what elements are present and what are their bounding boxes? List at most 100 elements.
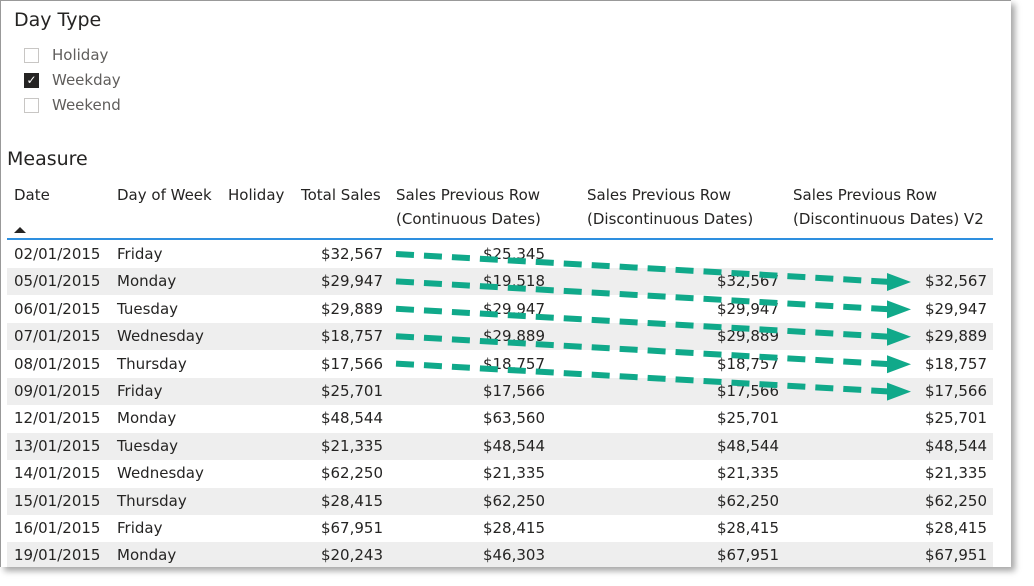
cell-date: 07/01/2015 [14,327,101,346]
arrowhead-icon [887,300,911,319]
cell-day-of-week: Wednesday [117,464,204,483]
table-row[interactable]: 13/01/2015 Tuesday $21,335 $48,544 $48,544 $4… [7,432,993,460]
cell-total-sales: $62,250 [320,464,383,483]
cell-sales-prev-discontinuous-v2: $18,757 [924,354,987,373]
cell-day-of-week: Thursday [117,354,187,373]
header-line-1: Sales Previous Row [587,186,732,204]
cell-day-of-week: Thursday [117,491,187,510]
checkbox-icon[interactable] [24,47,39,63]
table-row[interactable]: 16/01/2015 Friday $67,951 $28,415 $28,415 $28… [7,515,993,542]
report-canvas: Day Type Holiday ✓ Weekday Weekend Measure … [0,0,1011,567]
column-header-sales-prev-discontinuous-v2[interactable]: Sales Previous Row (Discontinuous Dates)… [793,183,984,231]
cell-date: 14/01/2015 [14,464,101,483]
cell-day-of-week: Friday [117,519,163,537]
cell-sales-prev-continuous: $17,566 [482,382,545,400]
sort-ascending-icon[interactable] [14,227,26,233]
header-line-1: Sales Previous Row [396,186,541,204]
cell-date: 09/01/2015 [14,382,101,400]
table-row[interactable]: 05/01/2015 Monday $29,947 $19,518 $32,567 $32… [7,268,993,296]
cell-date: 13/01/2015 [14,436,101,455]
cell-sales-prev-discontinuous: $62,250 [716,491,779,510]
cell-day-of-week: Wednesday [117,327,204,346]
cell-total-sales: $20,243 [320,546,383,565]
cell-sales-prev-continuous: $63,560 [482,409,545,428]
header-divider [7,238,993,240]
table-row[interactable]: 02/01/2015 Friday $32,567 $25,345 [7,241,993,268]
cell-sales-prev-continuous: $28,415 [482,519,545,537]
cell-total-sales: $29,889 [320,299,383,318]
column-header-holiday[interactable]: Holiday [228,186,285,204]
column-header-date[interactable]: Date [14,186,50,204]
cell-sales-prev-discontinuous: $28,415 [716,519,779,537]
arrow-line [395,278,892,313]
column-header-sales-prev-discontinuous[interactable]: Sales Previous Row (Discontinuous Dates) [587,183,753,231]
cell-sales-prev-discontinuous: $67,951 [716,546,779,565]
cell-sales-prev-discontinuous: $25,701 [716,409,779,428]
cell-total-sales: $67,951 [320,519,383,537]
table-row[interactable]: 08/01/2015 Thursday $17,566 $18,757 $18,757 $… [7,351,993,378]
arrow-line [395,251,892,285]
cell-day-of-week: Friday [117,245,163,263]
column-header-sales-prev-continuous[interactable]: Sales Previous Row (Continuous Dates) [396,183,541,231]
checkbox-icon[interactable] [24,97,39,113]
table-row[interactable]: 12/01/2015 Monday $48,544 $63,560 $25,701 $25… [7,405,993,432]
cell-date: 16/01/2015 [14,519,101,537]
cell-sales-prev-continuous: $25,345 [482,245,545,263]
cell-day-of-week: Monday [117,546,177,565]
slicer-option-holiday[interactable]: Holiday [24,45,108,65]
cell-total-sales: $32,567 [320,245,383,263]
cell-sales-prev-discontinuous-v2: $67,951 [924,546,987,565]
cell-sales-prev-discontinuous-v2: $32,567 [924,272,987,291]
header-line-1: Sales Previous Row [793,186,938,204]
cell-sales-prev-discontinuous-v2: $28,415 [924,519,987,537]
option-label: Holiday [52,46,109,64]
arrowhead-icon [887,273,911,291]
arrow-line [395,333,892,368]
cell-sales-prev-discontinuous-v2: $21,335 [924,464,987,483]
cell-sales-prev-continuous: $46,303 [482,546,545,565]
cell-total-sales: $18,757 [320,327,383,346]
arrowhead-icon [887,382,911,401]
header-line-2: (Continuous Dates) [396,210,541,228]
slicer-option-weekday[interactable]: ✓ Weekday [24,70,121,90]
table-row[interactable]: 19/01/2015 Monday $20,243 $46,303 $67,951 $67… [7,542,993,567]
cell-total-sales: $28,415 [320,491,383,510]
cell-sales-prev-discontinuous-v2: $62,250 [924,491,987,510]
cell-sales-prev-discontinuous-v2: $29,889 [924,327,987,346]
cell-total-sales: $48,544 [320,409,383,428]
cell-date: 15/01/2015 [14,491,101,510]
slicer-title: Day Type [14,9,102,31]
header-line-2: (Discontinuous Dates) V2 [793,210,984,228]
cell-day-of-week: Monday [117,272,177,291]
option-label: Weekday [52,71,121,89]
annotation-arrows [395,251,911,401]
table-row[interactable]: 07/01/2015 Wednesday $18,757 $29,889 $29,889… [7,323,993,351]
table-row[interactable]: 06/01/2015 Tuesday $29,889 $29,947 $29,947 $2… [7,296,993,323]
cell-sales-prev-discontinuous: $21,335 [716,464,779,483]
cell-total-sales: $21,335 [320,436,383,455]
cell-sales-prev-discontinuous: $48,544 [716,436,779,455]
arrow-line [395,305,892,340]
cell-sales-prev-discontinuous-v2: $29,947 [924,299,987,318]
arrowhead-icon [887,327,911,346]
option-label: Weekend [52,96,121,114]
cell-total-sales: $17,566 [320,354,383,373]
cell-day-of-week: Tuesday [117,436,179,455]
arrow-line [395,360,892,395]
checkbox-icon[interactable]: ✓ [24,72,39,88]
cell-date: 06/01/2015 [14,299,101,318]
column-header-day-of-week[interactable]: Day of Week [117,186,212,204]
column-header-total-sales[interactable]: Total Sales [301,186,381,204]
cell-sales-prev-discontinuous-v2: $25,701 [924,409,987,428]
slicer-option-weekend[interactable]: Weekend [24,95,121,115]
header-line-2: (Discontinuous Dates) [587,210,754,228]
cell-date: 08/01/2015 [14,354,101,373]
cell-sales-prev-continuous: $29,889 [482,327,545,346]
cell-day-of-week: Tuesday [117,299,179,318]
cell-date: 05/01/2015 [14,272,101,291]
cell-sales-prev-continuous: $19,518 [482,272,545,291]
cell-total-sales: $29,947 [320,272,383,291]
cell-sales-prev-continuous: $62,250 [482,491,545,510]
table-row[interactable]: 15/01/2015 Thursday $28,415 $62,250 $62,250 $… [7,487,993,515]
table-row[interactable]: 14/01/2015 Wednesday $62,250 $21,335 $21,335… [7,460,993,487]
